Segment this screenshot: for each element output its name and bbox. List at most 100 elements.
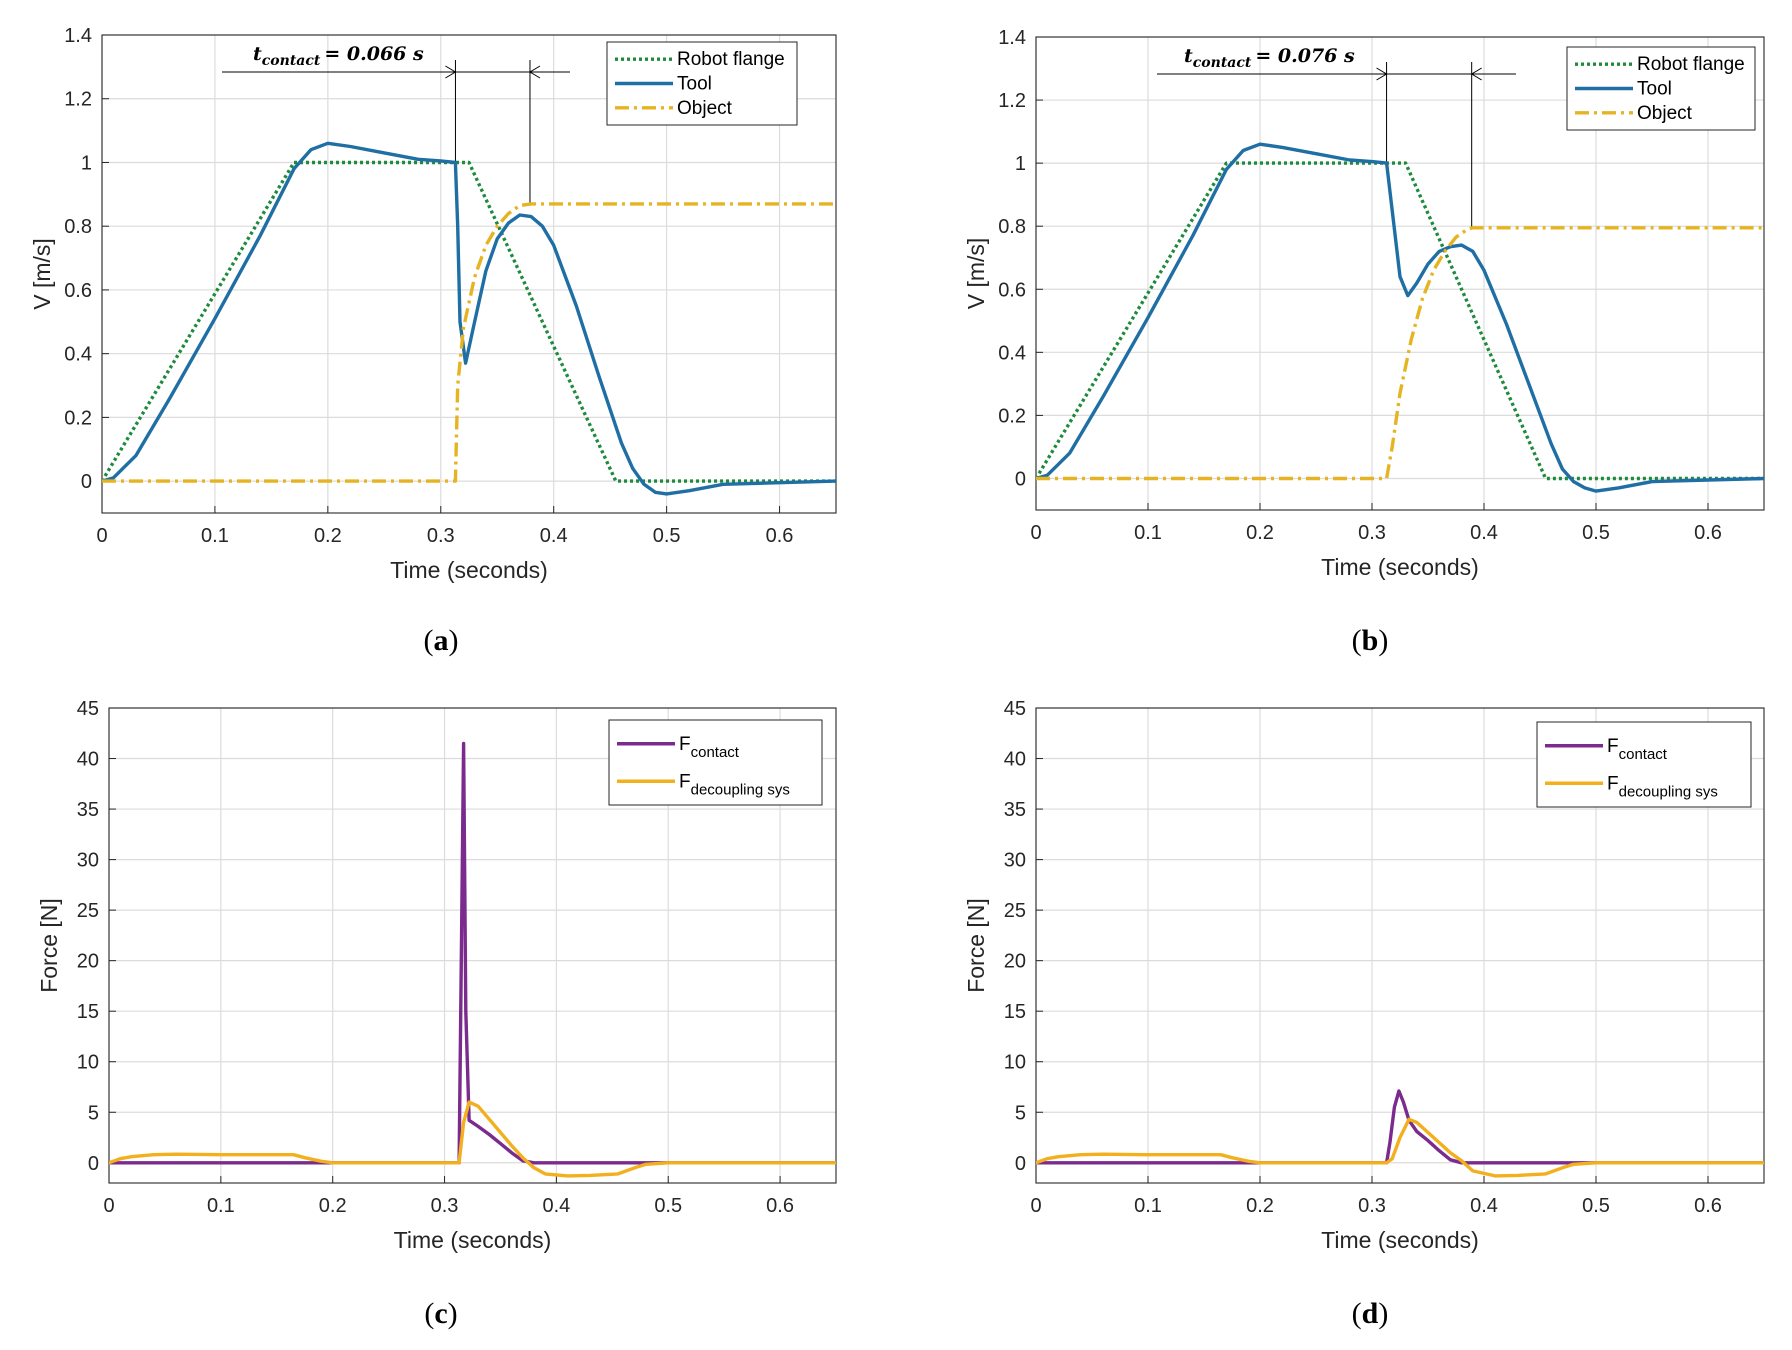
- x-tick-label: 0.1: [201, 525, 229, 547]
- y-tick-label: 20: [1004, 951, 1026, 973]
- y-tick-label: 0.2: [998, 405, 1026, 427]
- contact-time-value: = 0.066 s: [324, 43, 424, 65]
- y-tick-label: 40: [77, 749, 99, 771]
- x-tick-label: 0: [96, 525, 107, 547]
- legend-label-main: F: [679, 771, 691, 792]
- y-tick-label: 30: [77, 850, 99, 872]
- y-tick-label: 15: [77, 1001, 99, 1023]
- y-tick-label: 1.4: [998, 27, 1026, 49]
- caption-paren: ): [448, 1297, 458, 1330]
- y-tick-label: 0.4: [998, 342, 1026, 364]
- caption: (b): [1352, 624, 1389, 657]
- y-tick-label: 0.8: [998, 216, 1026, 238]
- caption: (a): [424, 624, 459, 657]
- contact-time-symbol: t: [253, 43, 262, 65]
- x-tick-label: 0: [1030, 522, 1041, 544]
- caption-paren: (: [1352, 624, 1362, 657]
- legend: Robot flange Tool Object: [606, 41, 798, 126]
- caption-paren: ): [1378, 624, 1388, 657]
- y-tick-label: 10: [77, 1052, 99, 1074]
- y-tick-label: 0.2: [64, 407, 92, 429]
- y-axis-label: V [m/s]: [963, 238, 989, 310]
- caption-letter: d: [1362, 1297, 1379, 1330]
- x-tick-label: 0.5: [1582, 522, 1610, 544]
- arrowhead: [1376, 67, 1388, 81]
- caption: (c): [424, 1297, 457, 1330]
- contact-time-value: = 0.076 s: [1255, 45, 1355, 67]
- y-tick-label: 30: [1004, 850, 1026, 872]
- legend-box: [1536, 721, 1752, 808]
- legend-label-main: Tool: [1637, 79, 1672, 100]
- y-tick-label: 5: [1015, 1102, 1026, 1124]
- legend-label: Robot flange: [1637, 54, 1745, 75]
- legend-label-subscript: decoupling sys: [691, 781, 790, 798]
- legend-label-main: F: [1607, 736, 1619, 757]
- series-line-tool: [1036, 142, 1764, 493]
- series-line-object: [102, 202, 836, 483]
- y-tick-label: 25: [1004, 900, 1026, 922]
- axes-box: [1035, 36, 1765, 511]
- legend-label-subscript: decoupling sys: [1619, 783, 1718, 800]
- legend-label-main: Object: [677, 98, 733, 119]
- chart-b: 0 0.1 0.2 0.3 0.4 0.5 0.6 0 0.2 0.4 0.6 0.8 1 1.2 1.4 T…: [963, 27, 1765, 657]
- x-tick-label: 0.6: [1694, 522, 1722, 544]
- axes-box: [101, 34, 837, 514]
- contact-time-annotation: tcontact = 0.076 s: [1157, 45, 1516, 228]
- x-tick-label: 0.4: [1470, 1195, 1498, 1217]
- x-tick-label: 0.1: [1134, 1195, 1162, 1217]
- legend-label: Tool: [1637, 79, 1672, 100]
- y-axis-label: Force [N]: [36, 898, 62, 993]
- x-tick-label: 0.5: [653, 525, 681, 547]
- y-tick-label: 10: [1004, 1052, 1026, 1074]
- y-tick-label: 0: [1015, 1153, 1026, 1175]
- legend-label: Robot flange: [677, 49, 785, 70]
- legend-box: [608, 719, 823, 806]
- y-tick-label: 45: [1004, 698, 1026, 720]
- arrowhead: [445, 65, 457, 79]
- contact-time-label: tcontact = 0.066 s: [253, 43, 424, 69]
- series-group: [109, 741, 836, 1178]
- caption-paren: ): [449, 624, 459, 657]
- y-tick-label: 1.4: [64, 25, 92, 47]
- y-tick-label: 45: [77, 698, 99, 720]
- legend-label-main: F: [1607, 773, 1619, 794]
- x-tick-label: 0.4: [542, 1195, 570, 1217]
- legend-label-main: Tool: [677, 74, 712, 95]
- y-tick-label: 0.6: [64, 280, 92, 302]
- legend-label-subscript: contact: [1619, 746, 1668, 763]
- x-tick-label: 0.6: [766, 525, 794, 547]
- caption-letter: a: [434, 624, 449, 657]
- y-tick-label: 0.6: [998, 279, 1026, 301]
- series-group: [102, 141, 836, 496]
- caption-paren: (: [1352, 1297, 1362, 1330]
- chart-d: 0 0.1 0.2 0.3 0.4 0.5 0.6 0 5 10 15 20 25 30 35 40 45 Tim…: [963, 698, 1765, 1330]
- x-tick-label: 0.3: [427, 525, 455, 547]
- series-group: [1036, 142, 1764, 493]
- y-tick-label: 40: [1004, 749, 1026, 771]
- legend-label-main: Robot flange: [677, 49, 785, 70]
- legend-label-main: F: [679, 734, 691, 755]
- x-tick-label: 0.2: [314, 525, 342, 547]
- legend-label-main: Object: [1637, 103, 1693, 124]
- x-tick-label: 0.2: [1246, 1195, 1274, 1217]
- y-tick-label: 25: [77, 900, 99, 922]
- caption-paren: (: [424, 1297, 434, 1330]
- y-tick-label: 1.2: [998, 90, 1026, 112]
- y-tick-label: 5: [88, 1102, 99, 1124]
- arrowhead: [529, 65, 541, 79]
- chart-a: 0 0.1 0.2 0.3 0.4 0.5 0.6 0 0.2 0.4 0.6 0.8 1 1.2 1.4 T…: [29, 25, 837, 657]
- legend-label: Tool: [677, 74, 712, 95]
- series-line-object: [1036, 226, 1764, 481]
- y-tick-label: 1: [81, 152, 92, 174]
- caption-letter: c: [434, 1297, 447, 1330]
- series-line-decoupling-sys: [1036, 1117, 1764, 1178]
- x-tick-label: 0.5: [1582, 1195, 1610, 1217]
- y-tick-label: 1: [1015, 153, 1026, 175]
- series-line-decoupling-sys: [109, 1100, 836, 1178]
- x-tick-label: 0.6: [766, 1195, 794, 1217]
- x-axis-label: Time (seconds): [390, 557, 548, 583]
- y-tick-label: 20: [77, 951, 99, 973]
- contact-time-subscript: contact: [1193, 55, 1252, 71]
